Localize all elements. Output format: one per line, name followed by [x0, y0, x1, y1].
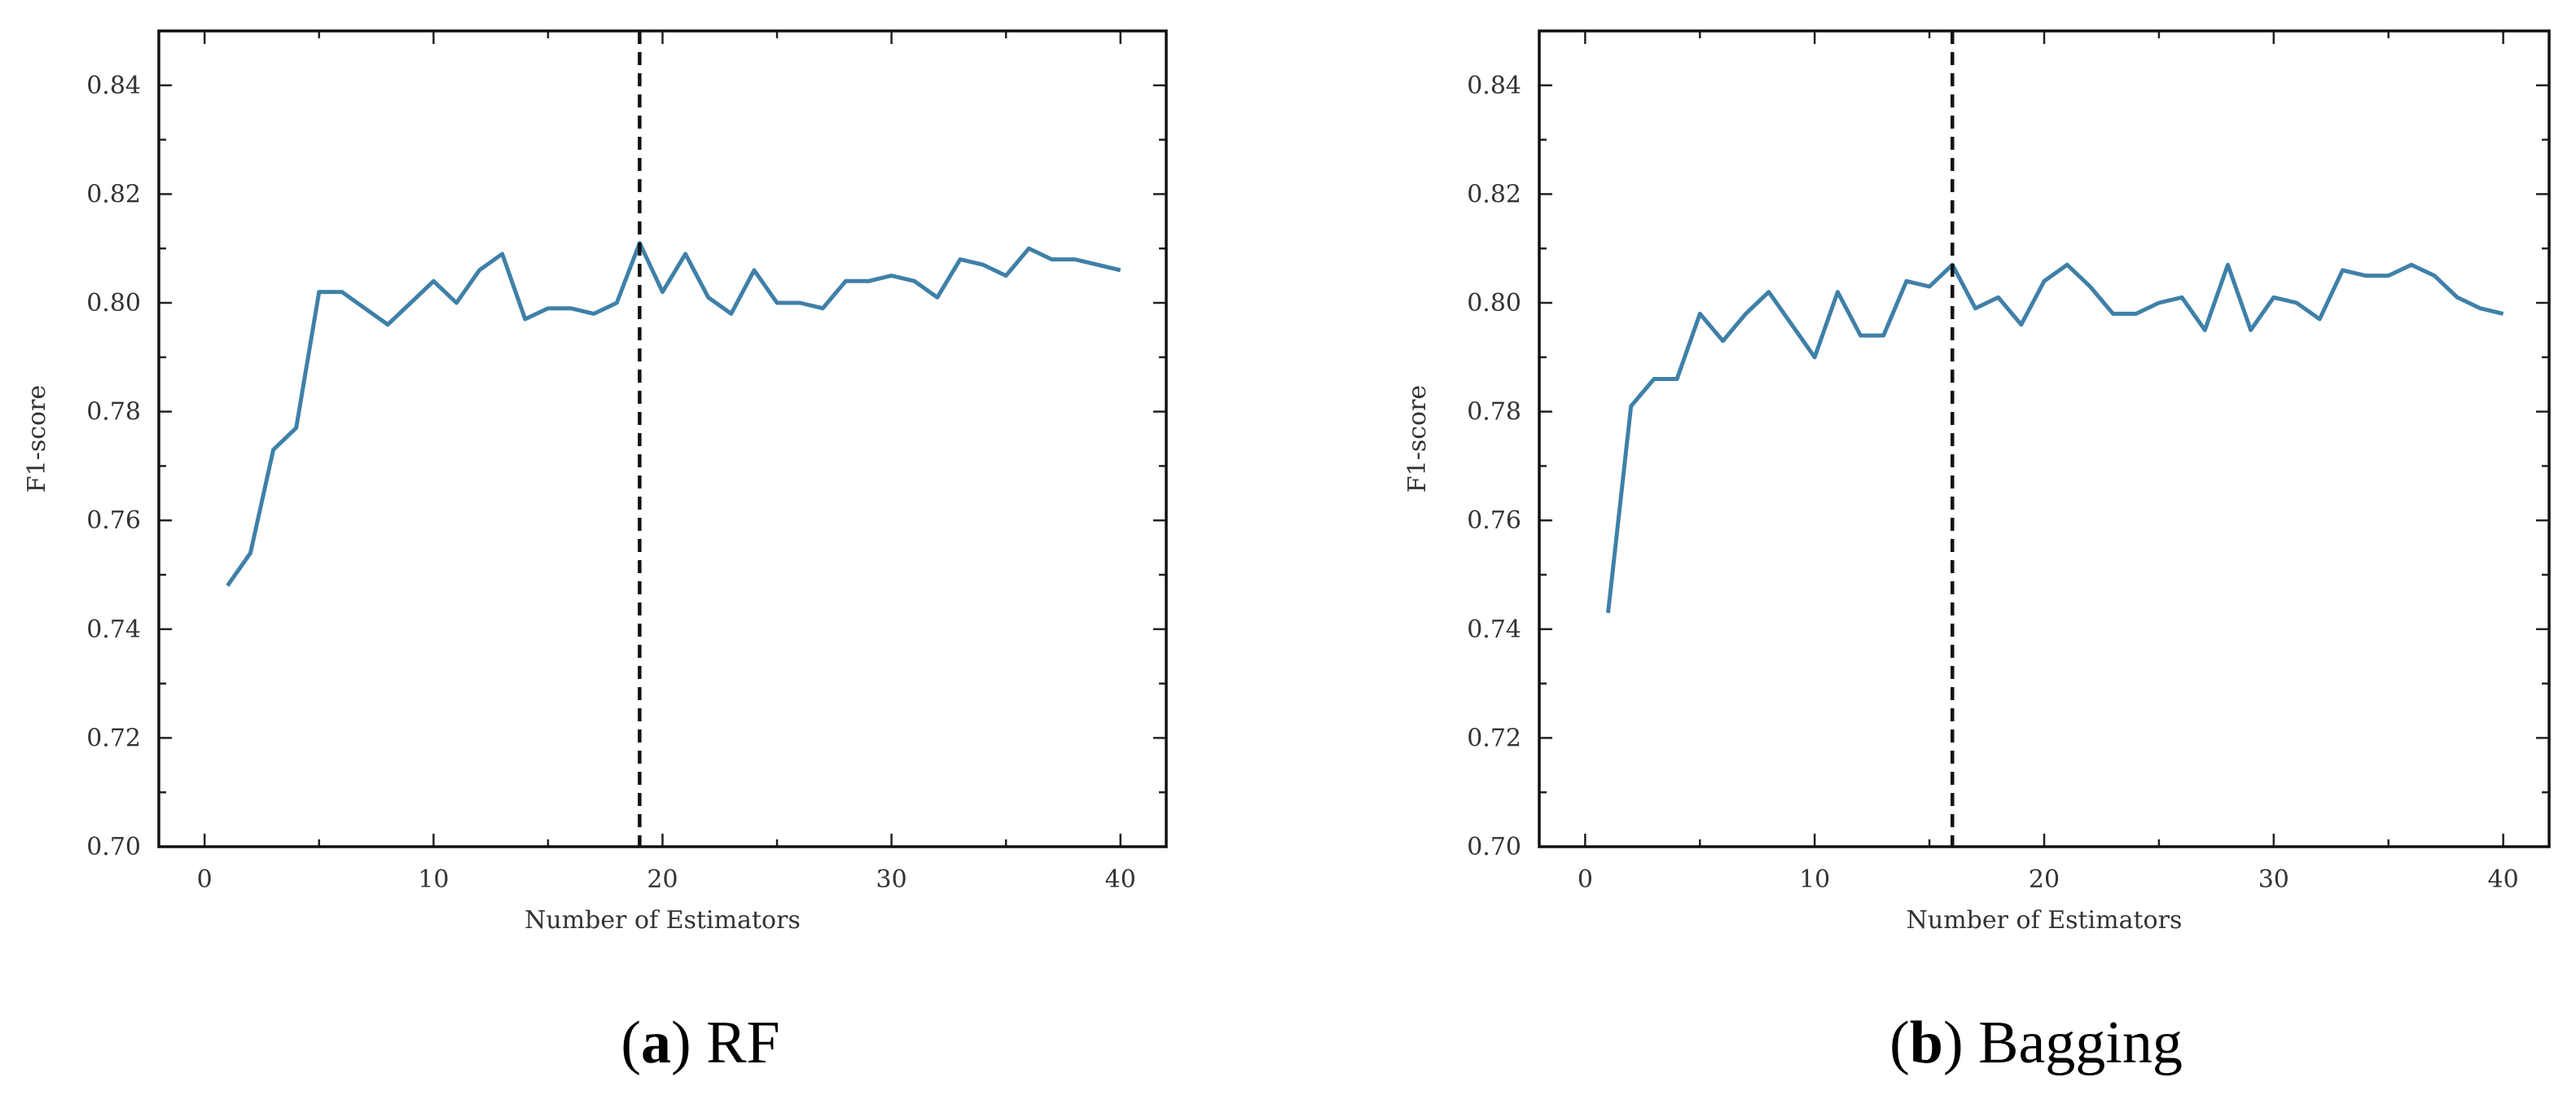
bagging-y-tick-label: 0.76 — [1467, 506, 1521, 535]
caption-bagging-text: Bagging — [1978, 1010, 2183, 1076]
rf-x-tick-label: 20 — [647, 865, 678, 894]
bagging-x-tick-label: 0 — [1578, 865, 1593, 894]
bagging-x-tick-label: 20 — [2029, 865, 2060, 894]
caption-rf: (a) RF — [621, 1010, 779, 1076]
bagging-y-tick-label: 0.70 — [1467, 833, 1521, 861]
rf-x-tick-label: 30 — [876, 865, 907, 894]
rf-plot-frame — [157, 29, 1168, 848]
rf-y-tick-label: 0.74 — [86, 615, 141, 644]
rf-x-tick-label: 0 — [197, 865, 213, 894]
rf-y-tick-label: 0.80 — [86, 289, 141, 318]
rf-x-tick-label: 40 — [1105, 865, 1136, 894]
bagging-y-tick-label: 0.74 — [1467, 615, 1521, 644]
rf-y-tick-label: 0.76 — [86, 506, 141, 535]
bagging-x-tick-label: 30 — [2258, 865, 2289, 894]
rf-y-tick-label: 0.78 — [86, 398, 141, 427]
bagging-y-tick-label: 0.80 — [1467, 289, 1521, 318]
caption-rf-letter: a — [641, 1010, 671, 1076]
chart-panel-bagging: 0 10 20 30 40 0.70 0.72 0.74 0.76 0.78 0.80 0.82 0.8… — [1403, 29, 2551, 935]
rf-x-axis-label: Number of Estimators — [524, 906, 801, 935]
rf-series-line — [226, 241, 1121, 587]
rf-y-tick-label: 0.84 — [86, 72, 141, 100]
caption-rf-text: RF — [706, 1010, 780, 1076]
bagging-series-line — [1606, 262, 2504, 614]
caption-bagging-letter: b — [1910, 1010, 1943, 1076]
rf-y-tick-label: 0.70 — [86, 833, 141, 861]
bagging-y-tick-label: 0.78 — [1467, 398, 1521, 427]
bagging-y-axis-label: F1-score — [1403, 385, 1432, 493]
chart-panel-rf: 0 10 20 30 40 0.70 0.72 0.74 0.76 0.78 0.80 0.82 0.8… — [23, 29, 1168, 935]
rf-y-tick-label: 0.82 — [86, 180, 141, 208]
bagging-x-tick-label: 10 — [1799, 865, 1830, 894]
caption-bagging: (b) Bagging — [1889, 1010, 2183, 1076]
bagging-y-tick-label: 0.82 — [1467, 180, 1521, 208]
bagging-y-tick-label: 0.84 — [1467, 72, 1521, 100]
bagging-x-tick-label: 40 — [2488, 865, 2519, 894]
rf-y-tick-label: 0.72 — [86, 724, 141, 752]
bagging-plot-frame — [1538, 29, 2551, 848]
rf-y-axis-label: F1-score — [23, 385, 51, 493]
bagging-x-axis-label: Number of Estimators — [1907, 906, 2183, 935]
rf-x-tick-label: 10 — [418, 865, 449, 894]
bagging-y-tick-label: 0.72 — [1467, 724, 1521, 752]
